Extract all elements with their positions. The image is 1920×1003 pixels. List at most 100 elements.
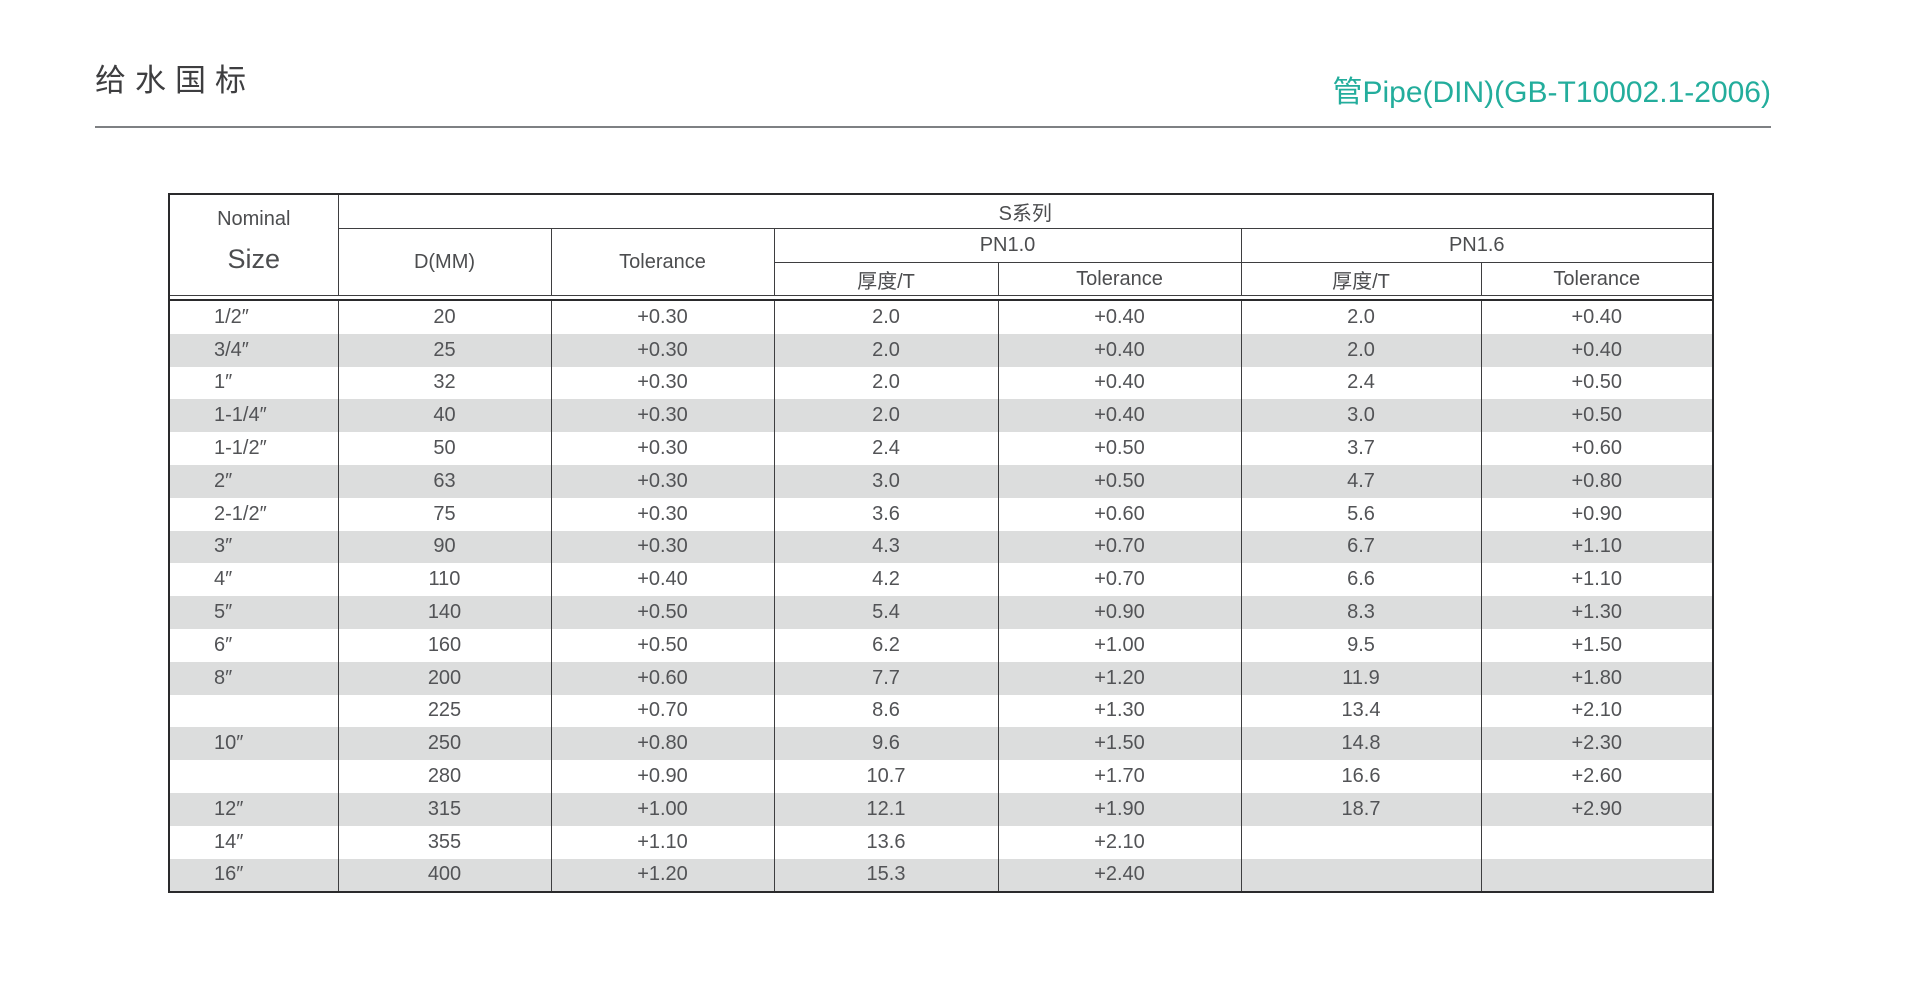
value-cell: 10.7	[773, 760, 999, 793]
table-row: 16″ 400 +1.20 15.3 +2.40	[168, 858, 1714, 893]
page-title-left: 给水国标	[95, 63, 255, 98]
header-row-groups: D(MM) Tolerance PN1.0 PN1.6	[169, 228, 1714, 296]
value-cell: +0.40	[1480, 300, 1714, 334]
value-cell: +2.60	[1480, 760, 1714, 793]
value-cell: 3.0	[1240, 399, 1482, 433]
value-cell: +0.30	[550, 530, 775, 564]
value-cell: +1.50	[1480, 628, 1714, 662]
value-cell: 200	[337, 661, 552, 695]
spec-table-header: Nominal Size S系列 D(MM) Tolerance PN1.0 P…	[168, 193, 1714, 301]
value-cell: 280	[337, 760, 552, 793]
table-row: 3/4″ 25 +0.30 2.0 +0.40 2.0 +0.40	[168, 333, 1714, 367]
value-cell: +0.50	[1480, 366, 1714, 400]
header-body-separator	[169, 295, 1713, 301]
value-cell: +0.30	[550, 366, 775, 400]
value-cell: 15.3	[773, 858, 999, 893]
value-cell: 400	[337, 858, 552, 893]
value-cell: 8.3	[1240, 596, 1482, 629]
value-cell: +1.10	[1480, 530, 1714, 564]
value-cell: 32	[337, 366, 552, 400]
value-cell: +0.40	[550, 563, 775, 597]
value-cell: 2.0	[773, 399, 999, 433]
pn16-thickness-header: 厚度/T	[1240, 262, 1482, 296]
value-cell: +0.30	[550, 333, 775, 367]
value-cell: 3.6	[773, 497, 999, 531]
spec-table-body: 1/2″ 20 +0.30 2.0 +0.40 2.0 +0.40 3/4″ 25 +0.30 2.…	[168, 300, 1714, 893]
value-cell: 315	[337, 792, 552, 826]
nominal-size-cell: 2-1/2″	[168, 497, 339, 531]
table-row: 14″ 355 +1.10 13.6 +2.10	[168, 825, 1714, 859]
value-cell: 5.6	[1240, 497, 1482, 531]
value-cell: +1.20	[550, 858, 775, 893]
value-cell: +2.10	[997, 825, 1242, 859]
table-row: 2-1/2″ 75 +0.30 3.6 +0.60 5.6 +0.90	[168, 497, 1714, 531]
value-cell: 110	[337, 563, 552, 597]
nominal-size-cell	[168, 694, 339, 728]
nominal-size-cell	[168, 760, 339, 793]
s-series-header: S系列	[337, 193, 1714, 229]
value-cell: 50	[337, 432, 552, 465]
value-cell: 6.7	[1240, 530, 1482, 564]
value-cell: 2.0	[773, 333, 999, 367]
nominal-size-cell: 4″	[168, 563, 339, 597]
value-cell	[1240, 825, 1482, 859]
value-cell: +0.30	[550, 497, 775, 531]
table-row: 280 +0.90 10.7 +1.70 16.6 +2.60	[168, 760, 1714, 793]
nominal-size-cell: 5″	[168, 596, 339, 629]
value-cell: +0.50	[550, 628, 775, 662]
value-cell: +0.40	[997, 300, 1242, 334]
value-cell: 3.7	[1240, 432, 1482, 465]
value-cell: +0.50	[550, 596, 775, 629]
value-cell	[1240, 858, 1482, 893]
table-row: 1/2″ 20 +0.30 2.0 +0.40 2.0 +0.40	[168, 300, 1714, 334]
pn16-tolerance-header: Tolerance	[1480, 262, 1714, 296]
d-tolerance-header: Tolerance	[550, 228, 775, 296]
value-cell: +2.30	[1480, 727, 1714, 761]
nominal-size-cell: 1″	[168, 366, 339, 400]
value-cell: 4.3	[773, 530, 999, 564]
nominal-size-cell: 3/4″	[168, 333, 339, 367]
value-cell: 13.6	[773, 825, 999, 859]
value-cell: +1.30	[997, 694, 1242, 728]
page-title-right: 管Pipe(DIN)(GB-T10002.1-2006)	[1332, 76, 1771, 109]
pipe-spec-table: Nominal Size S系列 D(MM) Tolerance PN1.0 P…	[168, 193, 1714, 894]
value-cell: +1.20	[997, 661, 1242, 695]
table-row: 4″ 110 +0.40 4.2 +0.70 6.6 +1.10	[168, 563, 1714, 597]
value-cell: 20	[337, 300, 552, 334]
table-row: 1″ 32 +0.30 2.0 +0.40 2.4 +0.50	[168, 366, 1714, 400]
value-cell: 8.6	[773, 694, 999, 728]
value-cell: +0.50	[997, 464, 1242, 498]
value-cell: +1.80	[1480, 661, 1714, 695]
value-cell: +0.40	[997, 399, 1242, 433]
value-cell	[1480, 825, 1714, 859]
size-label: Size	[227, 244, 281, 274]
table-row: 8″ 200 +0.60 7.7 +1.20 11.9 +1.80	[168, 661, 1714, 695]
nominal-size-cell: 16″	[168, 858, 339, 893]
value-cell: +2.10	[1480, 694, 1714, 728]
nominal-label: Nominal	[217, 208, 291, 230]
value-cell: +0.80	[550, 727, 775, 761]
value-cell: +0.50	[997, 432, 1242, 465]
pipe-spec-table-container: Nominal Size S系列 D(MM) Tolerance PN1.0 P…	[168, 193, 1714, 894]
value-cell: +0.60	[550, 661, 775, 695]
value-cell: +0.60	[1480, 432, 1714, 465]
nominal-size-cell: 2″	[168, 464, 339, 498]
value-cell: 160	[337, 628, 552, 662]
value-cell: +0.30	[550, 300, 775, 334]
value-cell: +0.30	[550, 399, 775, 433]
value-cell: 2.0	[773, 300, 999, 334]
value-cell: 4.7	[1240, 464, 1482, 498]
value-cell: +1.90	[997, 792, 1242, 826]
value-cell	[1480, 858, 1714, 893]
value-cell: +1.00	[550, 792, 775, 826]
table-row: 6″ 160 +0.50 6.2 +1.00 9.5 +1.50	[168, 628, 1714, 662]
value-cell: +2.90	[1480, 792, 1714, 826]
value-cell: 6.6	[1240, 563, 1482, 597]
value-cell: 2.0	[773, 366, 999, 400]
value-cell: 14.8	[1240, 727, 1482, 761]
table-row: 1-1/4″ 40 +0.30 2.0 +0.40 3.0 +0.50	[168, 399, 1714, 433]
value-cell: 63	[337, 464, 552, 498]
value-cell: +1.00	[997, 628, 1242, 662]
table-row: 3″ 90 +0.30 4.3 +0.70 6.7 +1.10	[168, 530, 1714, 564]
pn10-tolerance-header: Tolerance	[997, 262, 1242, 296]
